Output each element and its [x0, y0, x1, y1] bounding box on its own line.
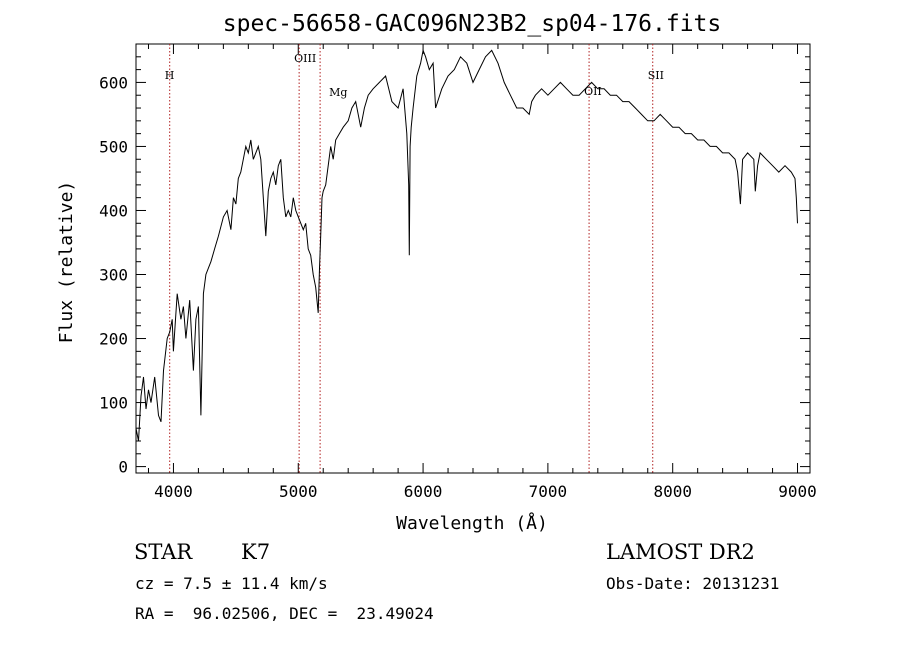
x-tick-label: 4000: [154, 482, 193, 501]
x-tick-label: 8000: [653, 482, 692, 501]
x-tick-label: 6000: [404, 482, 443, 501]
object-class-label: STAR: [134, 540, 193, 564]
plot-area: 4000 5000 6000 7000 8000 9000 0 100 200 300 400 500…: [99, 43, 817, 501]
object-subclass-label: K7: [241, 540, 271, 564]
y-tick-label: 0: [118, 458, 128, 477]
y-tick-label: 300: [99, 266, 128, 285]
x-tick-label: 7000: [529, 482, 568, 501]
spectral-line-label: SII: [648, 69, 664, 82]
spectrum-series-line: [135, 48, 798, 442]
y-tick-label: 100: [99, 394, 128, 413]
y-tick-label: 600: [99, 73, 128, 92]
spectral-line-label: H: [165, 69, 175, 82]
x-tick-label: 5000: [279, 482, 318, 501]
y-axis-label: Flux (relative): [56, 181, 77, 344]
y-tick-label: 400: [99, 201, 128, 220]
survey-label: LAMOST DR2: [606, 540, 755, 564]
plot-frame: [135, 43, 811, 474]
y-tick-label: 500: [99, 137, 128, 156]
y-tick-label: 200: [99, 330, 128, 349]
x-axis-label: Wavelength (Å): [396, 512, 548, 534]
redshift-label: cz = 7.5 ± 11.4 km/s: [135, 574, 328, 593]
coordinates-label: RA = 96.02506, DEC = 23.49024: [135, 604, 434, 623]
chart-title: spec-56658-GAC096N23B2_sp04-176.fits: [223, 11, 722, 37]
spectral-line-label: OIII: [294, 52, 316, 65]
x-tick-label: 9000: [778, 482, 817, 501]
obs-date-label: Obs-Date: 20131231: [606, 574, 780, 593]
spectral-line-label: Mg: [329, 86, 347, 99]
